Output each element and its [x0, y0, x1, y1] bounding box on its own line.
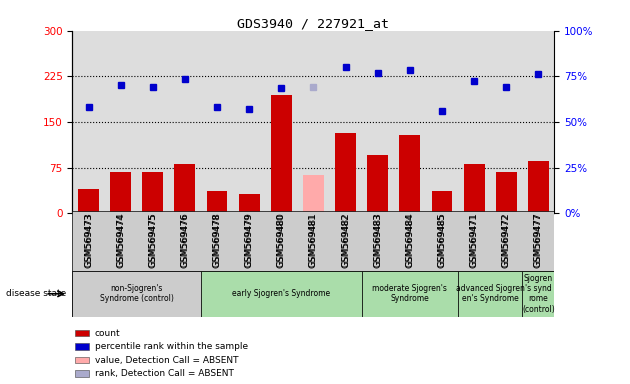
Bar — [75, 370, 89, 377]
Bar — [75, 330, 89, 336]
Bar — [239, 194, 260, 213]
Text: GSM569472: GSM569472 — [501, 213, 511, 268]
Text: GSM569475: GSM569475 — [148, 212, 158, 267]
Title: GDS3940 / 227921_at: GDS3940 / 227921_at — [238, 17, 389, 30]
Text: GSM569484: GSM569484 — [405, 212, 415, 267]
Bar — [78, 189, 99, 213]
Text: percentile rank within the sample: percentile rank within the sample — [94, 342, 248, 351]
Text: GSM569477: GSM569477 — [534, 212, 543, 267]
Bar — [458, 271, 522, 317]
Text: GSM569484: GSM569484 — [405, 213, 415, 268]
Text: rank, Detection Call = ABSENT: rank, Detection Call = ABSENT — [94, 369, 234, 378]
Bar — [399, 135, 420, 213]
Text: disease state: disease state — [6, 289, 67, 298]
Text: GSM569475: GSM569475 — [148, 213, 158, 268]
Bar — [110, 172, 131, 213]
Bar — [207, 190, 227, 213]
Text: GSM569483: GSM569483 — [373, 213, 382, 268]
Text: GSM569474: GSM569474 — [116, 213, 125, 268]
Bar — [432, 190, 452, 213]
Text: GSM569471: GSM569471 — [469, 213, 479, 268]
Text: count: count — [94, 329, 120, 338]
Text: GSM569478: GSM569478 — [212, 213, 222, 268]
Text: advanced Sjogren
en's Syndrome: advanced Sjogren en's Syndrome — [455, 284, 525, 303]
Text: GSM569473: GSM569473 — [84, 212, 93, 267]
Text: value, Detection Call = ABSENT: value, Detection Call = ABSENT — [94, 356, 238, 364]
Text: GSM569481: GSM569481 — [309, 213, 318, 268]
Text: GSM569479: GSM569479 — [244, 212, 254, 267]
Text: Sjogren
's synd
rome
(control): Sjogren 's synd rome (control) — [522, 274, 554, 314]
Bar — [367, 156, 388, 213]
Text: GSM569471: GSM569471 — [469, 212, 479, 267]
Bar — [72, 271, 201, 317]
Text: GSM569474: GSM569474 — [116, 212, 125, 267]
Text: GSM569476: GSM569476 — [180, 212, 190, 267]
Bar — [72, 211, 554, 271]
Bar — [142, 172, 163, 213]
Text: GSM569473: GSM569473 — [84, 213, 93, 268]
Text: GSM569482: GSM569482 — [341, 213, 350, 268]
Bar — [175, 164, 195, 213]
Text: GSM569480: GSM569480 — [277, 213, 286, 268]
Bar — [522, 271, 554, 317]
Text: non-Sjogren's
Syndrome (control): non-Sjogren's Syndrome (control) — [100, 284, 174, 303]
Text: moderate Sjogren's
Syndrome: moderate Sjogren's Syndrome — [372, 284, 447, 303]
Text: GSM569478: GSM569478 — [212, 212, 222, 267]
Text: GSM569479: GSM569479 — [244, 213, 254, 268]
Bar — [303, 175, 324, 213]
Text: GSM569485: GSM569485 — [437, 213, 447, 268]
Bar — [335, 133, 356, 213]
Text: GSM569483: GSM569483 — [373, 212, 382, 267]
Bar — [528, 161, 549, 213]
Text: GSM569472: GSM569472 — [501, 212, 511, 267]
Bar — [75, 357, 89, 363]
Bar — [75, 343, 89, 350]
Bar — [496, 172, 517, 213]
Text: GSM569476: GSM569476 — [180, 213, 190, 268]
Bar — [201, 271, 362, 317]
Bar — [362, 271, 458, 317]
Text: GSM569482: GSM569482 — [341, 212, 350, 267]
Bar — [464, 164, 484, 213]
Text: GSM569480: GSM569480 — [277, 212, 286, 267]
Text: GSM569485: GSM569485 — [437, 212, 447, 267]
Text: GSM569481: GSM569481 — [309, 212, 318, 267]
Bar — [271, 94, 292, 213]
Text: GSM569477: GSM569477 — [534, 213, 543, 268]
Text: early Sjogren's Syndrome: early Sjogren's Syndrome — [232, 289, 330, 298]
